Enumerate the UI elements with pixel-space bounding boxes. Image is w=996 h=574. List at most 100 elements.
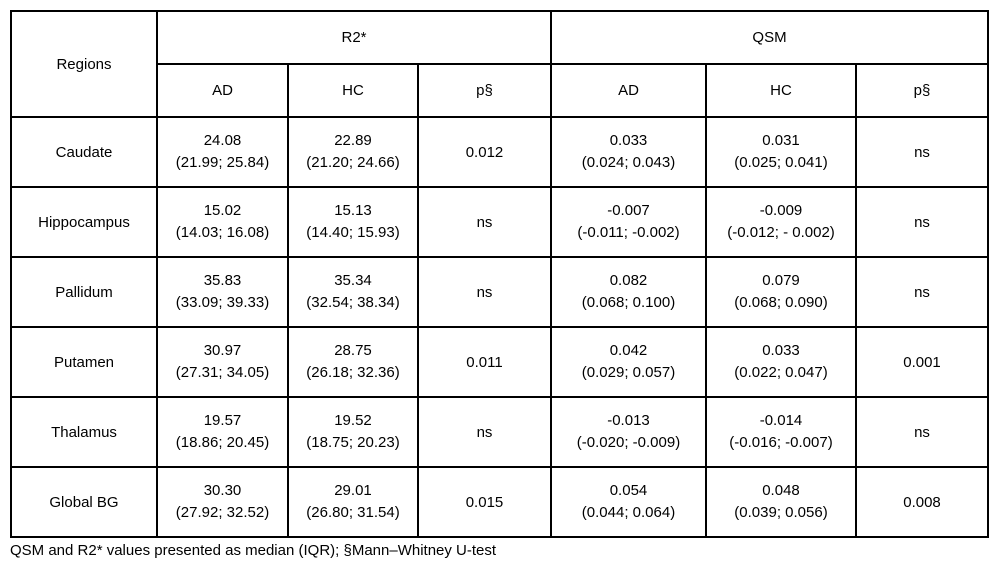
- qsm-ad-cell: -0.013 (-0.020; -0.009): [550, 396, 707, 468]
- r2-p-cell: ns: [417, 256, 552, 328]
- header-regions: Regions: [10, 10, 158, 118]
- iqr-value: (18.86; 20.45): [175, 434, 270, 451]
- table-footnote: QSM and R2* values presented as median (…: [10, 542, 497, 559]
- iqr-value: (21.20; 24.66): [306, 154, 400, 171]
- qsm-ad-cell: 0.082 (0.068; 0.100): [550, 256, 707, 328]
- iqr-value: (18.75; 20.23): [306, 434, 400, 451]
- r2-p-cell: 0.012: [417, 116, 552, 188]
- qsm-hc-cell: 0.033 (0.022; 0.047): [705, 326, 857, 398]
- r2-hc-cell: 35.34 (32.54; 38.34): [287, 256, 419, 328]
- iqr-value: (14.03; 16.08): [175, 224, 270, 241]
- iqr-value: (0.068; 0.090): [734, 294, 828, 311]
- iqr-value: (-0.016; -0.007): [729, 434, 833, 451]
- qsm-hc-cell: 0.048 (0.039; 0.056): [705, 466, 857, 538]
- qsm-p-cell: 0.008: [854, 466, 990, 538]
- table-header: Regions R2* QSM AD HC p§ AD HC p§: [10, 10, 990, 118]
- r2-hc-cell: 22.89 (21.20; 24.66): [287, 116, 419, 188]
- qsm-p-cell: ns: [854, 116, 990, 188]
- qsm-hc-cell: -0.014 (-0.016; -0.007): [705, 396, 857, 468]
- region-cell: Hippocampus: [10, 186, 158, 258]
- r2-hc-cell: 19.52 (18.75; 20.23): [287, 396, 419, 468]
- table-row-putamen: Putamen 30.97 (27.31; 34.05) 28.75 (26.1…: [10, 326, 990, 398]
- header-r2-ad: AD: [156, 63, 289, 118]
- r2-ad-cell: 19.57 (18.86; 20.45): [156, 396, 289, 468]
- table-row-pallidum: Pallidum 35.83 (33.09; 39.33) 35.34 (32.…: [10, 256, 990, 328]
- header-r2-p: p§: [417, 63, 552, 118]
- table-row-global-bg: Global BG 30.30 (27.92; 32.52) 29.01 (26…: [10, 466, 990, 538]
- iqr-value: (0.068; 0.100): [581, 294, 676, 311]
- median-value: 29.01: [334, 482, 372, 499]
- iqr-value: (27.31; 34.05): [175, 364, 270, 381]
- median-value: 0.082: [609, 272, 648, 289]
- iqr-value: (26.18; 32.36): [306, 364, 400, 381]
- qsm-p-cell: ns: [854, 186, 990, 258]
- iqr-value: (0.022; 0.047): [734, 364, 828, 381]
- r2-p-cell: ns: [417, 396, 552, 468]
- iqr-value: (-0.020; -0.009): [576, 434, 681, 451]
- median-value: 28.75: [334, 342, 372, 359]
- r2-ad-cell: 24.08 (21.99; 25.84): [156, 116, 289, 188]
- iqr-value: (-0.012; - 0.002): [727, 224, 835, 241]
- iqr-value: (14.40; 15.93): [306, 224, 400, 241]
- header-r2-hc: HC: [287, 63, 419, 118]
- r2-hc-cell: 15.13 (14.40; 15.93): [287, 186, 419, 258]
- r2-p-cell: 0.011: [417, 326, 552, 398]
- median-value: 0.079: [762, 272, 800, 289]
- table-row-thalamus: Thalamus 19.57 (18.86; 20.45) 19.52 (18.…: [10, 396, 990, 468]
- qsm-hc-cell: 0.079 (0.068; 0.090): [705, 256, 857, 328]
- results-table: Regions R2* QSM AD HC p§ AD HC p§ Caudat…: [10, 10, 990, 538]
- header-group-row: Regions R2* QSM: [10, 10, 990, 118]
- iqr-value: (33.09; 39.33): [175, 294, 270, 311]
- iqr-value: (26.80; 31.54): [306, 504, 400, 521]
- region-cell: Caudate: [10, 116, 158, 188]
- median-value: 19.52: [334, 412, 372, 429]
- region-cell: Putamen: [10, 326, 158, 398]
- header-group-r2: R2*: [156, 10, 552, 65]
- region-cell: Global BG: [10, 466, 158, 538]
- r2-ad-cell: 15.02 (14.03; 16.08): [156, 186, 289, 258]
- median-value: -0.007: [607, 202, 650, 219]
- iqr-value: (-0.011; -0.002): [577, 224, 680, 241]
- iqr-value: (0.044; 0.064): [581, 504, 676, 521]
- iqr-value: (0.029; 0.057): [581, 364, 676, 381]
- iqr-value: (0.039; 0.056): [734, 504, 828, 521]
- iqr-value: (27.92; 32.52): [175, 504, 270, 521]
- iqr-value: (32.54; 38.34): [306, 294, 400, 311]
- median-value: 19.57: [203, 412, 242, 429]
- header-qsm-ad: AD: [550, 63, 707, 118]
- median-value: -0.013: [607, 412, 650, 429]
- iqr-value: (0.024; 0.043): [581, 154, 676, 171]
- qsm-hc-cell: -0.009 (-0.012; - 0.002): [705, 186, 857, 258]
- qsm-ad-cell: 0.033 (0.024; 0.043): [550, 116, 707, 188]
- qsm-p-cell: ns: [854, 256, 990, 328]
- median-value: 0.033: [762, 342, 800, 359]
- median-value: -0.009: [759, 202, 803, 219]
- median-value: 35.83: [203, 272, 242, 289]
- median-value: 0.042: [609, 342, 648, 359]
- median-value: -0.014: [759, 412, 803, 429]
- median-value: 24.08: [203, 132, 242, 149]
- r2-p-cell: ns: [417, 186, 552, 258]
- median-value: 0.048: [762, 482, 800, 499]
- region-cell: Thalamus: [10, 396, 158, 468]
- median-value: 0.031: [762, 132, 800, 149]
- median-value: 30.30: [203, 482, 242, 499]
- median-value: 15.13: [334, 202, 372, 219]
- region-cell: Pallidum: [10, 256, 158, 328]
- r2-ad-cell: 30.30 (27.92; 32.52): [156, 466, 289, 538]
- qsm-ad-cell: 0.054 (0.044; 0.064): [550, 466, 707, 538]
- r2-hc-cell: 28.75 (26.18; 32.36): [287, 326, 419, 398]
- header-group-qsm: QSM: [549, 10, 990, 65]
- qsm-ad-cell: -0.007 (-0.011; -0.002): [550, 186, 707, 258]
- qsm-p-cell: 0.001: [854, 326, 990, 398]
- iqr-value: (0.025; 0.041): [734, 154, 828, 171]
- table-row-hippocampus: Hippocampus 15.02 (14.03; 16.08) 15.13 (…: [10, 186, 990, 258]
- qsm-hc-cell: 0.031 (0.025; 0.041): [705, 116, 857, 188]
- r2-ad-cell: 30.97 (27.31; 34.05): [156, 326, 289, 398]
- table-row-caudate: Caudate 24.08 (21.99; 25.84) 22.89 (21.2…: [10, 116, 990, 188]
- qsm-ad-cell: 0.042 (0.029; 0.057): [550, 326, 707, 398]
- qsm-p-cell: ns: [854, 396, 990, 468]
- header-qsm-hc: HC: [705, 63, 857, 118]
- r2-ad-cell: 35.83 (33.09; 39.33): [156, 256, 289, 328]
